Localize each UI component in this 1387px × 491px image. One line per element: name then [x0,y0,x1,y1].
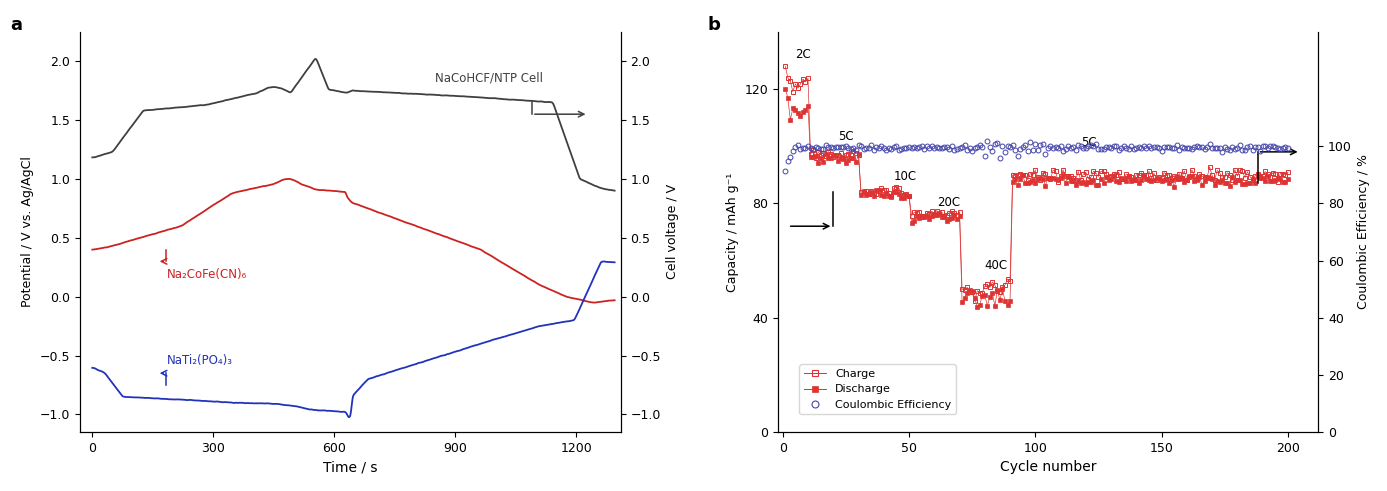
Text: 20C: 20C [936,196,960,209]
Text: NaTi₂(PO₄)₃: NaTi₂(PO₄)₃ [166,354,233,367]
Text: NaCoHCF/NTP Cell: NaCoHCF/NTP Cell [436,71,544,84]
Text: b: b [707,16,720,34]
X-axis label: Cycle number: Cycle number [1000,461,1096,474]
Y-axis label: Coulombic Efficiency / %: Coulombic Efficiency / % [1358,155,1370,309]
Y-axis label: Capacity / mAh g⁻¹: Capacity / mAh g⁻¹ [725,172,739,292]
Text: 5C: 5C [1080,136,1096,149]
Y-axis label: Cell voltage / V: Cell voltage / V [666,184,680,279]
X-axis label: Time / s: Time / s [323,461,377,474]
Legend: Charge, Discharge, Coulombic Efficiency: Charge, Discharge, Coulombic Efficiency [799,364,956,414]
Y-axis label: Potential / V vs. Ag/AgCl: Potential / V vs. Ag/AgCl [21,157,35,307]
Text: 5C: 5C [838,131,854,143]
Text: 10C: 10C [893,170,917,184]
Text: Na₂CoFe(CN)₆: Na₂CoFe(CN)₆ [166,268,247,281]
Text: 40C: 40C [985,259,1008,272]
Text: a: a [10,16,22,34]
Text: 2C: 2C [795,48,811,60]
